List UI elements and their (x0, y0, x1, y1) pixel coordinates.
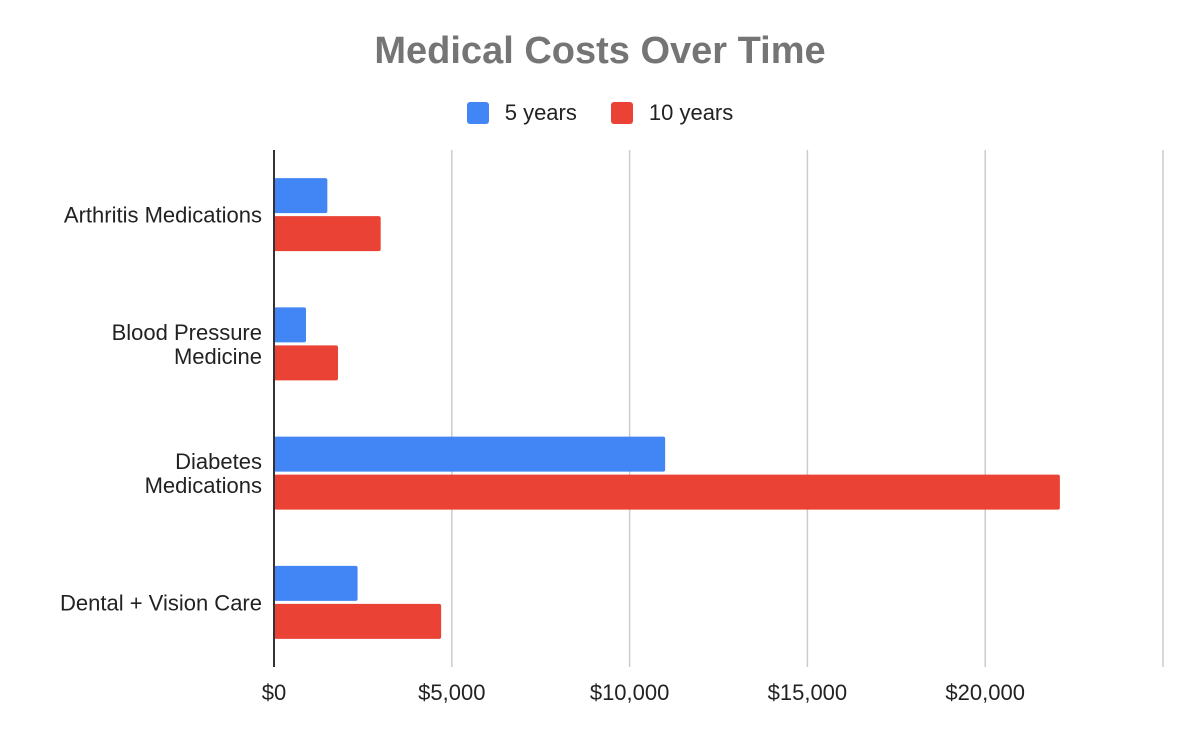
x-tick-label-0: $0 (262, 680, 286, 705)
chart-title: Medical Costs Over Time (374, 30, 826, 72)
gridlines (451, 150, 1164, 667)
legend: 5 years 10 years (0, 100, 1200, 126)
category-label-3: Dental + Vision Care (60, 590, 262, 615)
x-tick-label-2: $10,000 (590, 680, 670, 705)
bar-5-years-0 (274, 178, 328, 214)
category-label-2: Diabetes Medications (145, 449, 262, 498)
tick-labels: $0 $5,000 $10,000 $15,000 $20,000 (262, 680, 1025, 705)
legend-item-5-years: 5 years (466, 100, 577, 126)
legend-swatch-5-years (466, 102, 489, 124)
legend-swatch-10-years (610, 102, 633, 124)
legend-label-10-years: 10 years (648, 100, 734, 125)
category-label-1: Blood Pressure Medicine (112, 320, 262, 369)
legend-label-5-years: 5 years (504, 100, 577, 125)
bar-5-years-3 (274, 565, 358, 601)
bar-5-years-1 (274, 307, 307, 343)
bar-10-years-2 (274, 474, 1060, 510)
bar-10-years-1 (274, 345, 339, 381)
bar-10-years-3 (274, 603, 442, 639)
x-tick-label-4: $20,000 (945, 680, 1025, 705)
bars (274, 178, 1060, 639)
legend-item-10-years: 10 years (610, 100, 734, 126)
x-tick-label-1: $5,000 (418, 680, 485, 705)
category-labels: Arthritis Medications Blood Pressure Medic… (60, 203, 262, 616)
bar-5-years-2 (274, 436, 666, 472)
bar-10-years-0 (274, 216, 381, 252)
x-tick-label-3: $15,000 (768, 680, 848, 705)
category-label-0: Arthritis Medications (64, 203, 262, 228)
